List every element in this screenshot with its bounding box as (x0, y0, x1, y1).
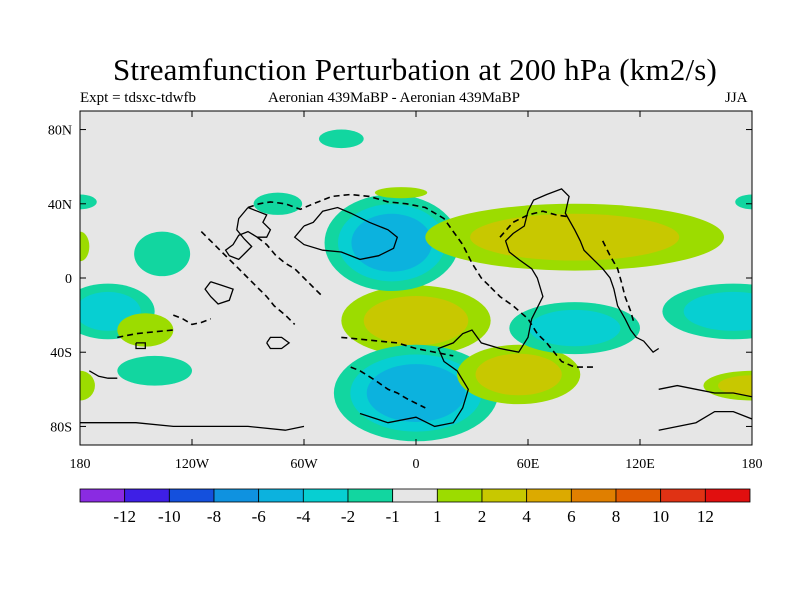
period-label: Aeronian 439MaBP - Aeronian 439MaBP (268, 90, 520, 106)
paleo-coastline-0 (247, 193, 492, 288)
colorbar-label: 2 (478, 507, 487, 526)
colorbar-swatch-11 (570, 488, 617, 503)
paleo-coastline-4 (341, 336, 454, 357)
anomaly-contour-12-0 (117, 313, 174, 347)
paleo-coastline-7 (601, 240, 636, 325)
y-tick-label: 40S (50, 346, 72, 361)
x-tick-label: 120E (625, 457, 655, 472)
colorbar-label: -1 (386, 507, 400, 526)
x-tick-label: 60E (517, 457, 540, 472)
coastline-7 (88, 370, 118, 379)
chart-title: Streamfunction Perturbation at 200 hPa (… (112, 52, 718, 87)
colorbar-swatch-9 (481, 488, 528, 503)
coastline-9 (135, 342, 146, 350)
colorbar-swatch-13 (660, 488, 706, 503)
anomaly-contour-10-0 (134, 231, 191, 277)
anomaly-contour-5-1 (528, 309, 621, 347)
x-tick-label: 120W (175, 457, 210, 472)
y-tick-label: 80S (50, 420, 72, 435)
anomaly-contour-14-0 (253, 192, 303, 215)
paleo-coastline-3 (256, 236, 324, 298)
x-tick-label: 180 (70, 457, 91, 472)
coastline-5 (80, 422, 305, 431)
anomaly-contour-16-0 (80, 231, 90, 262)
anomaly-contour-2-2 (351, 213, 433, 272)
colorbar-swatch-12 (615, 488, 662, 503)
anomaly-contour-3-1 (470, 213, 680, 261)
colorbar-swatch-8 (436, 488, 483, 503)
colorbar-swatch-10 (526, 488, 572, 503)
colorbar-label: 8 (612, 507, 621, 526)
anomaly-contour-8-1 (718, 375, 752, 397)
colorbar-label: 10 (652, 507, 669, 526)
colorbar-label: -6 (252, 507, 266, 526)
coastline-2 (204, 281, 234, 305)
anomaly-contour-18-0 (735, 194, 752, 210)
colorbar-label: -2 (341, 507, 355, 526)
y-tick-label: 40N (48, 198, 72, 213)
paleo-coastline-1 (490, 286, 594, 368)
colorbar-swatch-6 (347, 488, 394, 503)
colorbar-label: 4 (522, 507, 531, 526)
paleo-coastline-2 (200, 231, 296, 325)
anomaly-contour-6-1 (683, 291, 752, 331)
colorbar-label: 1 (433, 507, 442, 526)
coastline-3 (359, 188, 660, 428)
colorbar-label: 12 (697, 507, 714, 526)
colorbar-label: -12 (113, 507, 136, 526)
colorbar-swatch-14 (704, 488, 751, 503)
anomaly-contour-0-1 (363, 295, 469, 346)
anomaly-contour-1-2 (366, 364, 466, 422)
x-tick-label: 60W (290, 457, 318, 472)
coastline-4 (658, 384, 752, 398)
colorbar-swatch-2 (168, 488, 215, 503)
anomaly-contour-17-0 (80, 194, 97, 210)
colorbar-swatch-0 (79, 488, 126, 503)
paleo-coastline-6 (499, 210, 570, 238)
colorbar-label: -4 (296, 507, 311, 526)
colorbar-label: -10 (158, 507, 181, 526)
anomaly-contour-15-0 (374, 187, 428, 199)
anomaly-contour-9-0 (80, 370, 95, 401)
coastline-1 (293, 206, 399, 261)
y-tick-label: 80N (48, 124, 72, 139)
anomaly-contour-4-1 (475, 353, 562, 396)
coastline-6 (658, 410, 752, 431)
colorbar-swatch-1 (124, 488, 170, 503)
colorbar-swatch-5 (302, 488, 349, 503)
anomaly-contour-11-0 (117, 355, 192, 386)
colorbar-swatch-4 (258, 488, 304, 503)
colorbar-label: -8 (207, 507, 221, 526)
colorbar-swatch-3 (213, 488, 260, 503)
x-tick-label: 180 (742, 457, 763, 472)
colorbar-swatch-7 (392, 488, 438, 503)
y-tick-label: 0 (65, 272, 72, 287)
paleo-coastline-8 (173, 314, 211, 326)
x-tick-label: 0 (413, 457, 420, 472)
colorbar-label: 6 (567, 507, 576, 526)
coastline-0 (224, 206, 272, 261)
season-label: JJA (725, 90, 748, 106)
paleo-coastline-5 (350, 366, 426, 409)
coastline-8 (266, 336, 291, 350)
anomaly-contour-13-0 (318, 129, 364, 149)
experiment-label: Expt = tdsxc-tdwfb (80, 90, 196, 106)
